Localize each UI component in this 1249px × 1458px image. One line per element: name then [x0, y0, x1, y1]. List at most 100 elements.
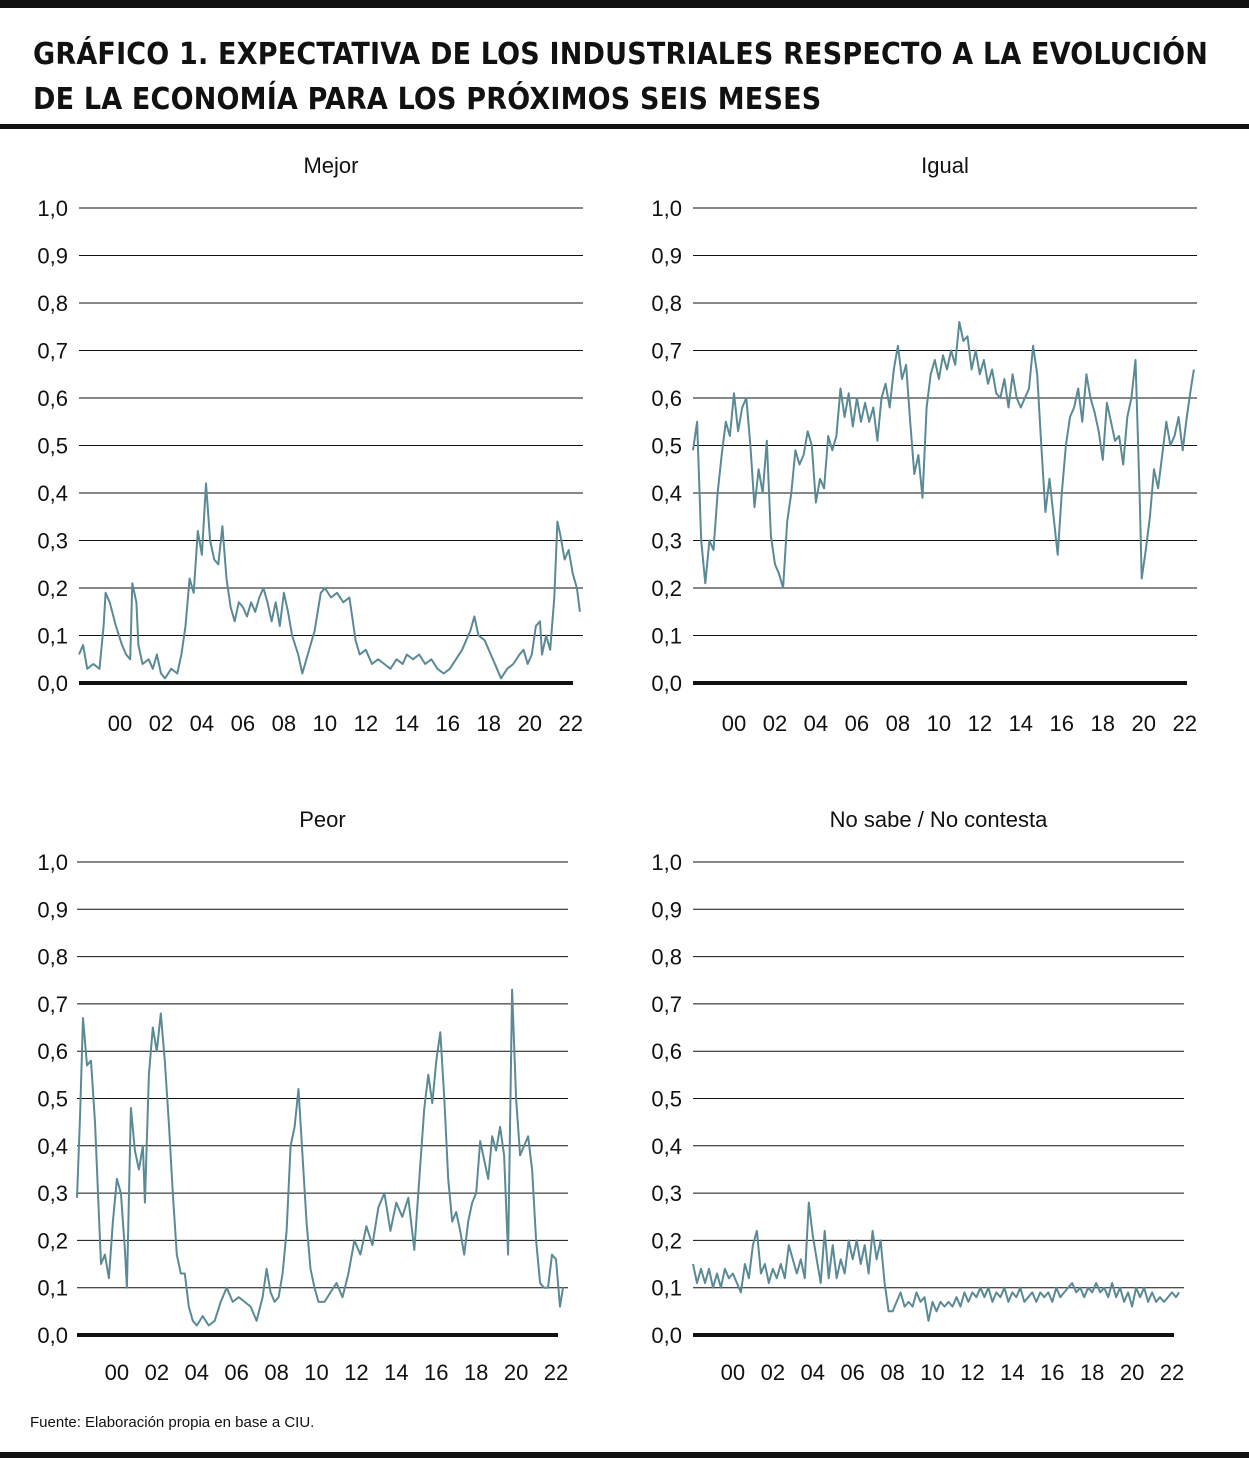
y-tick-label-igual-10: 1,0: [651, 196, 682, 221]
y-tick-label-peor-8: 0,8: [37, 945, 68, 970]
y-tick-label-mejor-7: 0,7: [37, 339, 68, 364]
y-tick-label-igual-0: 0,0: [651, 671, 682, 696]
x-tick-label-nsnc-1: 02: [761, 1360, 785, 1385]
y-tick-label-peor-1: 0,1: [37, 1276, 68, 1301]
y-tick-label-igual-7: 0,7: [651, 339, 682, 364]
y-tick-label-igual-8: 0,8: [651, 291, 682, 316]
x-tick-label-peor-4: 08: [264, 1360, 288, 1385]
y-tick-label-mejor-1: 0,1: [37, 624, 68, 649]
x-tick-label-igual-4: 08: [886, 711, 910, 736]
y-tick-label-nsnc-8: 0,8: [651, 945, 682, 970]
y-tick-label-nsnc-6: 0,6: [651, 1039, 682, 1064]
y-tick-label-peor-4: 0,4: [37, 1134, 68, 1159]
y-tick-label-nsnc-0: 0,0: [651, 1323, 682, 1348]
x-tick-label-peor-9: 18: [464, 1360, 488, 1385]
y-tick-label-peor-7: 0,7: [37, 992, 68, 1017]
x-tick-label-nsnc-7: 14: [1000, 1360, 1024, 1385]
y-tick-label-mejor-10: 1,0: [37, 196, 68, 221]
figure-title-line1: GRÁFICO 1. EXPECTATIVA DE LOS INDUSTRIAL…: [33, 37, 1209, 72]
y-tick-label-igual-1: 0,1: [651, 624, 682, 649]
x-tick-label-mejor-3: 06: [231, 711, 255, 736]
y-tick-label-nsnc-5: 0,5: [651, 1087, 682, 1112]
x-tick-label-mejor-1: 02: [149, 711, 173, 736]
x-tick-label-igual-2: 04: [804, 711, 828, 736]
x-tick-label-peor-2: 04: [185, 1360, 209, 1385]
series-line-mejor: [78, 482, 581, 680]
x-tick-label-igual-9: 18: [1091, 711, 1115, 736]
panel-title-peor: Peor: [299, 807, 345, 832]
x-tick-label-mejor-6: 12: [354, 711, 378, 736]
x-tick-label-mejor-9: 18: [477, 711, 501, 736]
x-tick-label-igual-10: 20: [1131, 711, 1155, 736]
y-tick-label-peor-10: 1,0: [37, 850, 68, 875]
series-line-igual: [692, 321, 1195, 589]
x-tick-label-mejor-11: 22: [558, 711, 582, 736]
x-tick-label-peor-7: 14: [384, 1360, 408, 1385]
x-tick-label-nsnc-3: 06: [840, 1360, 864, 1385]
x-tick-label-mejor-7: 14: [395, 711, 419, 736]
panel-title-mejor: Mejor: [303, 153, 358, 178]
y-tick-label-mejor-5: 0,5: [37, 434, 68, 459]
y-tick-label-nsnc-10: 1,0: [651, 850, 682, 875]
x-tick-label-igual-6: 12: [968, 711, 992, 736]
x-tick-label-igual-0: 00: [722, 711, 746, 736]
series-line-peor: [76, 988, 564, 1327]
figure-title: GRÁFICO 1. EXPECTATIVA DE LOS INDUSTRIAL…: [33, 32, 1213, 122]
x-tick-label-nsnc-6: 12: [960, 1360, 984, 1385]
x-tick-label-igual-5: 10: [927, 711, 951, 736]
x-tick-label-mejor-5: 10: [313, 711, 337, 736]
x-tick-label-nsnc-5: 10: [920, 1360, 944, 1385]
y-tick-label-peor-5: 0,5: [37, 1087, 68, 1112]
top-rule: [0, 0, 1249, 8]
x-tick-label-nsnc-2: 04: [801, 1360, 825, 1385]
y-tick-label-igual-4: 0,4: [651, 481, 682, 506]
y-tick-label-nsnc-2: 0,2: [651, 1228, 682, 1253]
x-tick-label-peor-11: 22: [544, 1360, 568, 1385]
bottom-rule: [0, 1452, 1249, 1458]
y-tick-label-mejor-8: 0,8: [37, 291, 68, 316]
x-tick-label-igual-1: 02: [763, 711, 787, 736]
y-tick-label-mejor-2: 0,2: [37, 576, 68, 601]
x-tick-label-nsnc-0: 00: [721, 1360, 745, 1385]
x-tick-label-mejor-2: 04: [190, 711, 214, 736]
panel-title-igual: Igual: [921, 153, 969, 178]
x-tick-label-nsnc-8: 16: [1040, 1360, 1064, 1385]
y-tick-label-peor-3: 0,3: [37, 1181, 68, 1206]
y-tick-label-nsnc-3: 0,3: [651, 1181, 682, 1206]
series-line-nsnc: [692, 1201, 1180, 1322]
y-tick-label-peor-2: 0,2: [37, 1228, 68, 1253]
y-tick-label-mejor-9: 0,9: [37, 244, 68, 269]
y-tick-label-mejor-6: 0,6: [37, 386, 68, 411]
panel-title-nsnc: No sabe / No contesta: [830, 807, 1048, 832]
x-tick-label-nsnc-4: 08: [880, 1360, 904, 1385]
y-tick-label-peor-6: 0,6: [37, 1039, 68, 1064]
x-tick-label-peor-0: 00: [105, 1360, 129, 1385]
y-tick-label-nsnc-7: 0,7: [651, 992, 682, 1017]
x-tick-label-mejor-0: 00: [108, 711, 132, 736]
x-tick-label-igual-7: 14: [1009, 711, 1033, 736]
x-tick-label-peor-5: 10: [304, 1360, 328, 1385]
x-tick-label-mejor-4: 08: [272, 711, 296, 736]
y-tick-label-igual-2: 0,2: [651, 576, 682, 601]
y-tick-label-mejor-3: 0,3: [37, 529, 68, 554]
x-tick-label-mejor-8: 16: [436, 711, 460, 736]
y-tick-label-mejor-0: 0,0: [37, 671, 68, 696]
y-tick-label-nsnc-9: 0,9: [651, 897, 682, 922]
x-tick-label-peor-1: 02: [145, 1360, 169, 1385]
y-tick-label-igual-9: 0,9: [651, 244, 682, 269]
y-tick-label-nsnc-4: 0,4: [651, 1134, 682, 1159]
y-tick-label-igual-3: 0,3: [651, 529, 682, 554]
title-rule: [0, 124, 1249, 129]
y-tick-label-nsnc-1: 0,1: [651, 1276, 682, 1301]
x-tick-label-nsnc-10: 20: [1120, 1360, 1144, 1385]
y-tick-label-igual-5: 0,5: [651, 434, 682, 459]
x-tick-label-nsnc-9: 18: [1080, 1360, 1104, 1385]
y-tick-label-igual-6: 0,6: [651, 386, 682, 411]
y-tick-label-peor-0: 0,0: [37, 1323, 68, 1348]
source-note: Fuente: Elaboración propia en base a CIU…: [30, 1414, 315, 1431]
x-tick-label-igual-11: 22: [1172, 711, 1196, 736]
x-tick-label-igual-3: 06: [845, 711, 869, 736]
x-tick-label-mejor-10: 20: [517, 711, 541, 736]
x-tick-label-nsnc-11: 22: [1160, 1360, 1184, 1385]
